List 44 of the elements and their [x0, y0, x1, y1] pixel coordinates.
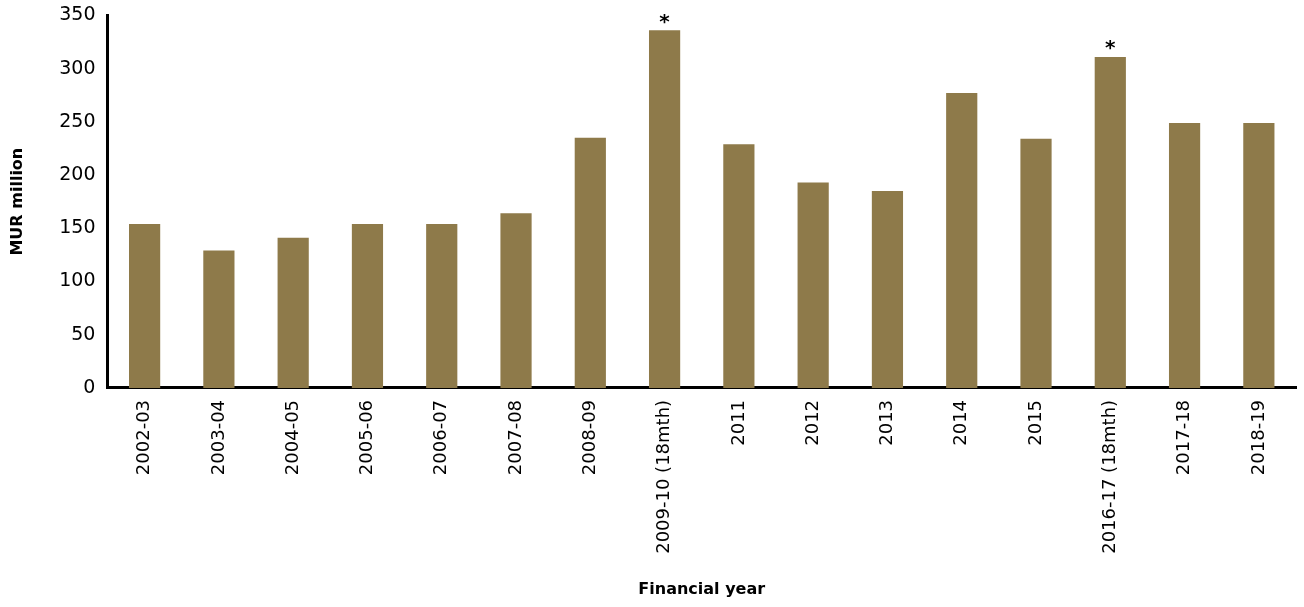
x-tick-label: 2005-06	[355, 399, 377, 476]
y-tick-label: 300	[59, 55, 96, 78]
x-tick-label: 2013	[875, 399, 897, 446]
bar	[426, 224, 458, 388]
bar	[203, 250, 235, 388]
x-tick-label: 2012	[800, 399, 822, 446]
x-tick-label: 2007-08	[503, 399, 525, 476]
bar	[797, 182, 829, 388]
x-tick-label: 2018-19	[1246, 399, 1268, 476]
bar	[723, 144, 755, 388]
bar	[277, 237, 309, 388]
x-tick-label: 2011	[726, 399, 748, 446]
x-tick-label: 2015	[1023, 399, 1045, 446]
y-tick-label: 150	[59, 215, 96, 238]
y-axis-title: MUR million	[6, 147, 26, 256]
bar	[1094, 56, 1126, 388]
x-tick-label: 2002-03	[132, 399, 154, 476]
y-tick-label: 50	[71, 321, 96, 344]
x-tick-label: 2003-04	[206, 399, 228, 476]
x-tick-label: 2004-05	[280, 399, 302, 476]
bar	[351, 224, 384, 388]
x-tick-label: 2016-17 (18mth)	[1097, 399, 1119, 554]
y-tick-label: 200	[59, 161, 96, 184]
x-tick-label: 2009-10 (18mth)	[652, 399, 674, 554]
y-tick-label: 0	[83, 374, 96, 397]
bar	[871, 191, 904, 388]
annotation: *	[1105, 35, 1117, 60]
x-tick-label: 2017-18	[1172, 399, 1194, 476]
x-tick-label: 2014	[949, 399, 971, 446]
y-tick-label: 100	[59, 268, 96, 291]
x-tick-label: 2008-09	[577, 399, 599, 476]
x-tick-label: 2006-07	[429, 399, 451, 476]
bar	[574, 137, 606, 388]
y-tick-label: 350	[59, 2, 96, 25]
annotation: *	[659, 8, 671, 33]
bar	[648, 30, 681, 388]
bar	[946, 93, 978, 388]
bar	[129, 224, 161, 388]
x-axis-title: Financial year	[638, 578, 766, 598]
bar	[1243, 122, 1275, 388]
y-tick-label: 250	[59, 108, 96, 131]
bar	[500, 213, 532, 388]
bar	[1168, 122, 1201, 388]
bar	[1020, 138, 1052, 388]
